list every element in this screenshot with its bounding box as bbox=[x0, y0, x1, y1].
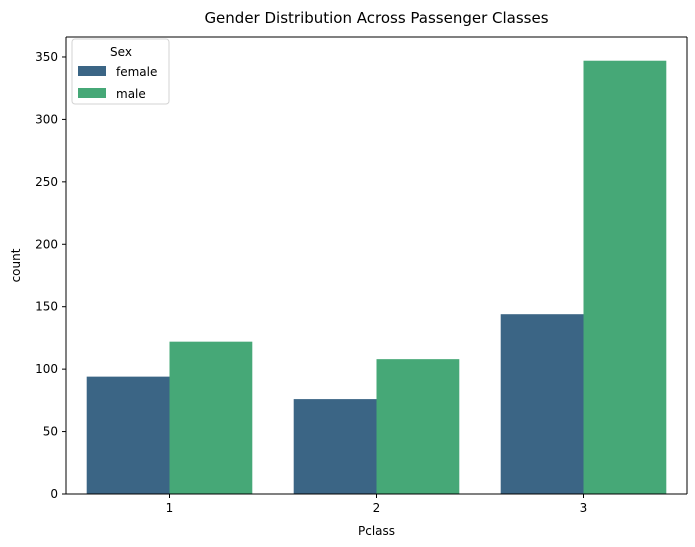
legend-frame bbox=[71, 38, 170, 105]
plot-area bbox=[65, 36, 688, 495]
chart-title: Gender Distribution Across Passenger Cla… bbox=[204, 9, 548, 27]
legend-swatch-female bbox=[78, 66, 106, 76]
x-axis-label: Pclass bbox=[358, 524, 395, 538]
bar-male-3 bbox=[583, 60, 667, 494]
bar-male-1 bbox=[169, 341, 253, 494]
x-axis: 1 2 3 bbox=[166, 494, 588, 515]
bar-male-2 bbox=[376, 359, 460, 494]
legend: Sex female male bbox=[71, 38, 170, 105]
y-axis: 0 50 100 150 200 250 300 350 bbox=[35, 50, 66, 501]
bar-female-2 bbox=[293, 399, 377, 494]
y-tick-label-0: 0 bbox=[50, 487, 58, 501]
x-tick-label-2: 2 bbox=[373, 501, 381, 515]
y-tick-label-100: 100 bbox=[35, 362, 58, 376]
y-tick-label-300: 300 bbox=[35, 112, 58, 126]
legend-swatch-male bbox=[78, 88, 106, 98]
y-tick-label-50: 50 bbox=[43, 425, 58, 439]
legend-label-male: male bbox=[116, 87, 146, 101]
x-tick-label-1: 1 bbox=[166, 501, 174, 515]
bar-female-1 bbox=[86, 376, 170, 494]
y-tick-label-350: 350 bbox=[35, 50, 58, 64]
bar-female-3 bbox=[500, 314, 584, 494]
bars bbox=[86, 60, 667, 494]
x-tick-label-3: 3 bbox=[580, 501, 588, 515]
y-tick-label-150: 150 bbox=[35, 300, 58, 314]
legend-label-female: female bbox=[116, 65, 157, 79]
legend-title: Sex bbox=[110, 45, 132, 59]
y-tick-label-200: 200 bbox=[35, 237, 58, 251]
y-axis-label: count bbox=[9, 248, 23, 282]
y-tick-label-250: 250 bbox=[35, 175, 58, 189]
